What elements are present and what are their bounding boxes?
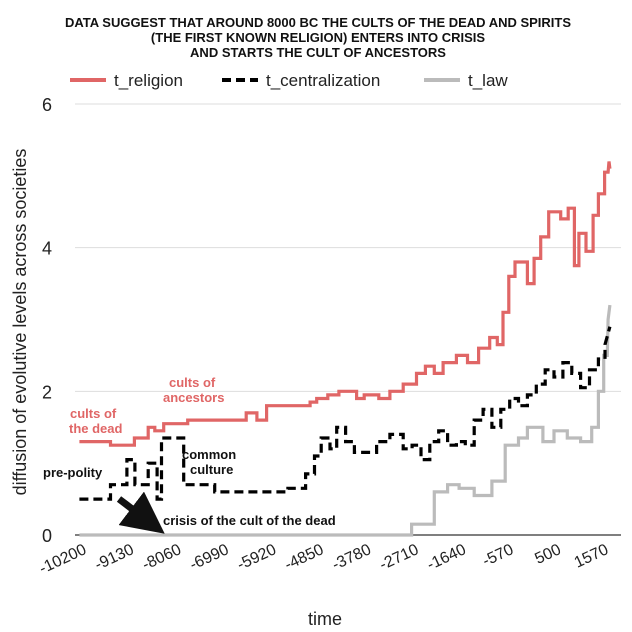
x-tick-label: -3780 bbox=[330, 541, 374, 574]
x-tick-label: -9130 bbox=[92, 541, 136, 574]
y-tick-label: 2 bbox=[42, 382, 52, 402]
annotation-pre-polity: pre-polity bbox=[43, 465, 103, 480]
series-lines bbox=[79, 161, 612, 537]
annotation-cults-of-ancestors-line-2: ancestors bbox=[163, 390, 224, 405]
x-tick-label: -2710 bbox=[377, 541, 421, 574]
chart-title-line-2: (THE FIRST KNOWN RELIGION) ENTERS INTO C… bbox=[151, 30, 485, 45]
x-tick-label: 500 bbox=[532, 541, 563, 568]
annotations: cults of the dead cults of ancestors pre… bbox=[43, 375, 336, 534]
crisis-arrow bbox=[116, 491, 165, 534]
series-line-t-centralization bbox=[79, 326, 612, 501]
annotation-common-culture-line-2: culture bbox=[190, 462, 233, 477]
x-tick-label: 1570 bbox=[572, 541, 612, 571]
series-line-t-law bbox=[79, 304, 612, 537]
x-axis-ticks: -10200 -9130 -8060 -6990 -5920 -4850 -3780 -271… bbox=[37, 541, 611, 578]
annotation-cults-of-ancestors-line-1: cults of bbox=[169, 375, 216, 390]
series-line-t-religion bbox=[79, 161, 612, 447]
y-tick-label: 6 bbox=[42, 95, 52, 115]
y-axis-ticks: 0 2 4 6 bbox=[42, 95, 52, 546]
y-tick-label: 0 bbox=[42, 526, 52, 546]
annotation-crisis-of-the-cult-of-the-dead: crisis of the cult of the dead bbox=[163, 513, 336, 528]
annotation-common-culture-line-1: common bbox=[182, 447, 236, 462]
legend-label-t-centralization: t_centralization bbox=[266, 71, 380, 90]
chart-title-line-1: DATA SUGGEST THAT AROUND 8000 BC THE CUL… bbox=[65, 15, 571, 30]
legend-label-t-religion: t_religion bbox=[114, 71, 183, 90]
y-axis-label: diffusion of evolutive levels across soc… bbox=[10, 149, 30, 496]
annotation-cults-of-the-dead-line-2: the dead bbox=[69, 421, 123, 436]
x-tick-label: -8060 bbox=[140, 541, 184, 574]
legend-label-t-law: t_law bbox=[468, 71, 508, 90]
legend: t_religion t_centralization t_law bbox=[70, 71, 508, 90]
x-tick-label: -6990 bbox=[187, 541, 231, 574]
x-tick-label: -4850 bbox=[282, 541, 326, 574]
y-tick-label: 4 bbox=[42, 239, 52, 259]
x-tick-label: -570 bbox=[480, 541, 516, 570]
x-tick-label: -1640 bbox=[425, 541, 469, 574]
annotation-cults-of-the-dead-line-1: cults of bbox=[70, 406, 117, 421]
x-axis-label: time bbox=[308, 609, 342, 629]
x-tick-label: -10200 bbox=[37, 541, 89, 578]
x-tick-label: -5920 bbox=[235, 541, 279, 574]
chart-title-line-3: AND STARTS THE CULT OF ANCESTORS bbox=[190, 45, 446, 60]
